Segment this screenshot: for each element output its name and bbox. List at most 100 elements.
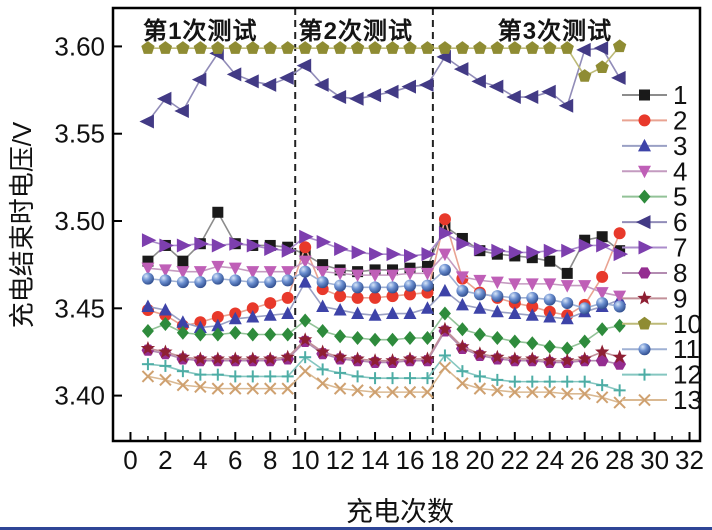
legend-label: 12 — [673, 360, 702, 390]
y-tick-label: 3.60 — [54, 31, 105, 61]
data-point-marker — [334, 290, 347, 303]
series-line — [147, 210, 621, 275]
data-point-marker — [159, 373, 172, 387]
data-point-marker — [228, 311, 242, 325]
data-point-marker — [299, 241, 312, 254]
data-point-marker — [421, 385, 434, 399]
data-point-marker — [403, 248, 419, 263]
data-point-marker — [421, 260, 433, 272]
data-point-marker — [350, 41, 365, 54]
data-point-marker — [316, 324, 329, 339]
data-point-marker — [455, 297, 469, 311]
series-line — [147, 268, 620, 310]
data-point-marker — [386, 247, 402, 262]
legend-label: 13 — [673, 385, 702, 415]
data-point-marker — [141, 272, 154, 285]
data-point-marker — [508, 278, 522, 291]
data-point-marker — [386, 332, 399, 347]
data-point-marker — [334, 279, 347, 292]
data-point-marker — [211, 311, 224, 324]
data-point-marker — [264, 382, 277, 395]
legend-entry: 6 — [622, 207, 687, 237]
data-point-marker — [159, 238, 174, 253]
data-point-marker — [613, 290, 627, 304]
data-point-marker — [507, 351, 522, 366]
data-point-marker — [613, 396, 626, 409]
series-6 — [139, 41, 626, 129]
data-point-marker — [593, 41, 609, 56]
data-point-marker — [612, 349, 627, 364]
data-point-marker — [612, 39, 627, 53]
data-point-marker — [299, 265, 312, 278]
x-tick-label: 32 — [675, 445, 704, 475]
data-point-marker — [194, 327, 207, 342]
y-axis-title: 充电结束时电压/V — [7, 121, 37, 329]
data-point-marker — [367, 353, 383, 367]
data-point-marker — [334, 329, 347, 344]
x-tick-label: 26 — [570, 445, 599, 475]
data-point-marker — [386, 306, 400, 320]
data-point-marker — [403, 372, 416, 385]
data-point-marker — [316, 377, 329, 390]
data-point-marker — [141, 262, 155, 276]
data-point-marker — [438, 283, 452, 297]
data-point-marker — [351, 370, 364, 383]
data-point-marker — [299, 313, 312, 328]
data-point-marker — [491, 243, 506, 258]
legend-entry: 9 — [622, 283, 687, 313]
data-point-marker — [543, 310, 557, 323]
data-point-marker — [139, 114, 154, 129]
data-point-marker — [403, 330, 416, 345]
data-point-marker — [438, 306, 451, 321]
data-point-marker — [543, 41, 557, 54]
data-point-marker — [281, 306, 295, 320]
data-point-marker — [526, 375, 539, 388]
data-point-marker — [296, 58, 312, 73]
legend-marker-star — [637, 290, 652, 305]
data-point-marker — [368, 269, 382, 283]
plot-border — [111, 6, 702, 443]
data-point-marker — [281, 243, 297, 258]
data-point-marker — [541, 84, 556, 99]
x-tick-label: 6 — [228, 445, 242, 475]
data-point-marker — [420, 41, 435, 54]
data-point-marker — [561, 243, 576, 258]
data-point-marker — [176, 378, 190, 392]
data-point-marker — [211, 260, 225, 274]
data-point-marker — [176, 238, 192, 253]
data-point-marker — [438, 226, 454, 241]
series-line — [147, 45, 621, 78]
data-point-marker — [263, 266, 277, 279]
data-point-marker — [403, 41, 417, 54]
legend-entry: 1 — [622, 80, 687, 110]
series-line — [147, 329, 620, 365]
series-line — [147, 216, 621, 327]
data-point-marker — [158, 303, 172, 316]
x-tick-label: 20 — [465, 445, 494, 475]
data-point-marker — [578, 375, 591, 388]
data-point-marker — [334, 241, 349, 256]
data-point-marker — [438, 248, 452, 262]
data-point-marker — [316, 363, 329, 376]
data-point-marker — [613, 384, 626, 397]
data-point-marker — [141, 299, 155, 313]
data-point-marker — [491, 373, 504, 386]
series-13 — [141, 361, 626, 409]
legend-entry: 13 — [622, 385, 702, 415]
data-point-marker — [596, 297, 609, 310]
y-tick-label: 3.45 — [54, 293, 105, 323]
x-tick-label: 28 — [605, 445, 634, 475]
data-point-marker — [228, 351, 243, 366]
data-point-marker — [159, 359, 172, 372]
x-tick-label: 18 — [430, 445, 459, 475]
data-point-marker — [526, 291, 539, 304]
data-point-marker — [525, 41, 539, 54]
data-point-marker — [142, 255, 154, 267]
data-point-marker — [317, 259, 329, 271]
data-point-marker — [523, 90, 539, 105]
data-point-marker — [246, 327, 259, 342]
data-point-marker — [315, 41, 330, 54]
data-point-marker — [473, 241, 489, 256]
series-9 — [140, 321, 627, 367]
